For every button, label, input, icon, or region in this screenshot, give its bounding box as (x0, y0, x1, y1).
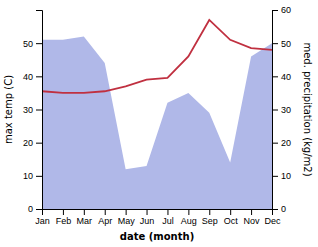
tick-mark (36, 43, 42, 44)
tick-label: 30 (23, 105, 33, 115)
tick: Jul (162, 209, 174, 226)
tick-label: 30 (281, 105, 291, 115)
tick-mark (105, 209, 106, 215)
tick-label: Dec (264, 216, 281, 226)
tick-label: May (118, 216, 136, 226)
tick-mark (147, 209, 148, 215)
tick-label: Mar (77, 216, 93, 226)
tick-label: 60 (281, 5, 291, 15)
tick-mark (272, 176, 278, 177)
tick-mark (272, 43, 278, 44)
tick: Sep (202, 209, 218, 226)
tick: Oct (224, 209, 239, 226)
tick-label: Jul (162, 216, 174, 226)
temperature-line (42, 20, 272, 93)
tick-mark (188, 209, 189, 215)
tick-label: 40 (23, 72, 33, 82)
tick: Jan (35, 209, 50, 226)
tick-mark (36, 76, 42, 77)
tick-label: Feb (56, 216, 72, 226)
tick: Dec (264, 209, 281, 226)
tick-label: 10 (281, 171, 291, 181)
tick-label: 20 (281, 138, 291, 148)
precipitation-area (42, 37, 272, 209)
tick: 40 (23, 72, 42, 82)
tick-label: Sep (202, 216, 218, 226)
tick-mark (272, 143, 278, 144)
tick: Jun (140, 209, 155, 226)
marks (42, 20, 272, 209)
tick: 20 (272, 138, 291, 148)
tick-label: 40 (281, 72, 291, 82)
plot: JanFebMarAprMayJunJulAugSepOctNovDec0102… (3, 5, 313, 242)
tick-mark (272, 10, 278, 11)
tick-label: 0 (281, 204, 286, 214)
tick: 50 (272, 39, 291, 49)
tick: Aug (181, 209, 197, 226)
tick: Mar (77, 209, 93, 226)
tick-mark (126, 209, 127, 215)
tick: 30 (23, 105, 42, 115)
tick-label: 20 (23, 138, 33, 148)
tick: 10 (272, 171, 291, 181)
tick-label: Oct (224, 216, 239, 226)
tick: 60 (272, 5, 291, 15)
tick-label: Jun (140, 216, 155, 226)
tick-mark (209, 209, 210, 215)
tick-mark (36, 176, 42, 177)
tick-mark (36, 209, 42, 210)
tick-mark (84, 209, 85, 215)
tick: 40 (272, 72, 291, 82)
tick-mark (272, 76, 278, 77)
tick-mark (63, 209, 64, 215)
tick-mark (272, 110, 278, 111)
tick-label: Apr (98, 216, 112, 226)
tick: 50 (23, 39, 42, 49)
tick: 20 (23, 138, 42, 148)
tick-mark (36, 110, 42, 111)
tick-label: 50 (281, 39, 291, 49)
tick: Feb (56, 209, 72, 226)
tick-label: Nov (244, 216, 261, 226)
axis-line (273, 11, 279, 210)
axis-line (36, 11, 43, 210)
tick: Nov (244, 209, 261, 226)
tick: 0 (28, 204, 42, 214)
tick: May (118, 209, 136, 226)
tick-mark (251, 209, 252, 215)
x-axis: Jan Feb Mar Apr May Jun Jul Aug Sep Oct NovDec (35, 209, 281, 226)
tick-mark (36, 143, 42, 144)
tick: 0 (272, 204, 286, 214)
tick: 30 (272, 105, 291, 115)
tick-label: Jan (35, 216, 50, 226)
axis-line (43, 210, 273, 216)
tick-mark (167, 209, 168, 215)
x-axis-title: date (month) (120, 231, 194, 242)
tick-label: Aug (181, 216, 197, 226)
tick-label: 0 (28, 204, 33, 214)
tick: 10 (23, 171, 42, 181)
y-axis: 0 10 20 30 40 50 (23, 11, 43, 215)
y2-axis: 0 10 20 30 40 50 60 (272, 5, 291, 214)
tick-label: 10 (23, 171, 33, 181)
y-axis-title: max temp (C) (3, 75, 14, 144)
tick-label: 50 (23, 39, 33, 49)
tick-mark (272, 209, 278, 210)
chart: JanFebMarAprMayJunJulAugSepOctNovDec0102… (0, 0, 318, 247)
tick-mark (230, 209, 231, 215)
y2-axis-title: med. precipitation (kg/m2) (302, 42, 313, 176)
tick: Apr (98, 209, 112, 226)
